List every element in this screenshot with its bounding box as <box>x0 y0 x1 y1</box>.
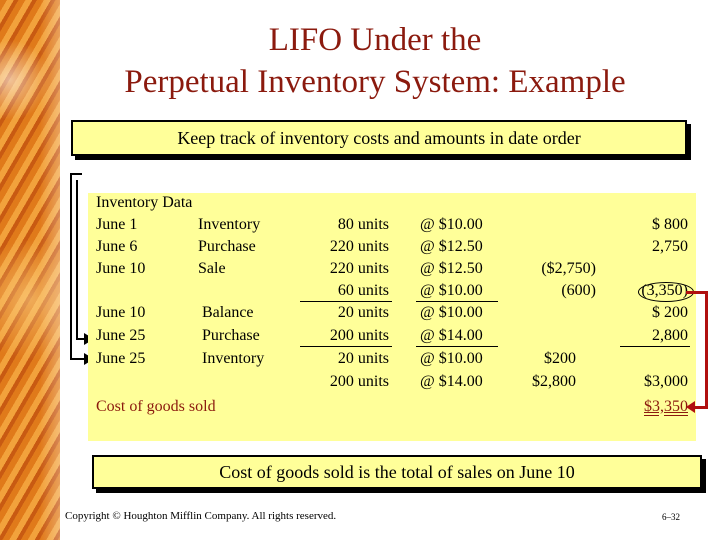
row-units: 20 units <box>337 350 389 367</box>
slide-title-line2: Perpetual Inventory System: Example <box>124 64 626 100</box>
row-price: @ $12.50 <box>420 260 483 277</box>
row-date: June 25 <box>96 350 146 367</box>
inventory-data-panel <box>88 193 696 441</box>
row-desc: Inventory <box>202 350 265 367</box>
row-units: 200 units <box>329 327 389 344</box>
units-divider <box>300 301 392 302</box>
red-bracket-top <box>686 291 708 294</box>
row-desc: Sale <box>198 260 226 277</box>
units-divider <box>300 346 392 347</box>
connector-line-2 <box>76 180 78 340</box>
row-units: 200 units <box>329 373 389 390</box>
row-date: June 1 <box>96 216 138 233</box>
cogs-explanation-callout: Cost of goods sold is the total of sales… <box>92 455 702 489</box>
row-date: June 6 <box>96 238 138 255</box>
connector-line <box>70 173 72 360</box>
row-cost: (600) <box>561 282 596 299</box>
row-desc: Purchase <box>202 327 260 344</box>
slide-title-line1: LIFO Under the <box>268 22 482 58</box>
row-desc: Balance <box>202 304 254 321</box>
connector-line-top <box>70 173 82 175</box>
row-cost: ($2,750) <box>541 260 596 277</box>
row-price: @ $14.00 <box>420 327 483 344</box>
copyright-notice: Copyright © Houghton Mifflin Company. Al… <box>65 510 337 522</box>
row-desc: Inventory <box>198 216 261 233</box>
inventory-header: Inventory Data <box>96 194 193 211</box>
price-divider <box>416 301 498 302</box>
row-units: 220 units <box>329 238 389 255</box>
row-price: @ $10.00 <box>420 216 483 233</box>
row-units: 220 units <box>329 260 389 277</box>
row-price: @ $10.00 <box>420 282 483 299</box>
price-divider <box>416 346 498 347</box>
row-price: @ $12.50 <box>420 238 483 255</box>
row-date: June 10 <box>96 260 146 277</box>
row-total: 2,800 <box>652 327 688 344</box>
row-price: @ $14.00 <box>420 373 483 390</box>
connector-arrow-shaft-2 <box>76 338 86 340</box>
connector-arrow-shaft <box>70 358 86 360</box>
red-bracket-bottom <box>690 406 708 409</box>
row-total: $ 200 <box>652 304 688 321</box>
row-total: $ 800 <box>652 216 688 233</box>
row-cost: $2,800 <box>532 373 576 390</box>
row-units: 80 units <box>337 216 389 233</box>
row-units: 60 units <box>337 282 389 299</box>
total-divider <box>620 346 690 347</box>
row-total: 2,750 <box>652 238 688 255</box>
row-date: June 25 <box>96 327 146 344</box>
row-price: @ $10.00 <box>420 350 483 367</box>
row-desc: Purchase <box>198 238 256 255</box>
row-cost: $200 <box>544 350 576 367</box>
row-total: $3,000 <box>644 373 688 390</box>
red-bracket-side <box>705 291 708 409</box>
cogs-label: Cost of goods sold <box>96 398 216 415</box>
row-units: 20 units <box>337 304 389 321</box>
row-price: @ $10.00 <box>420 304 483 321</box>
page-number: 6–32 <box>662 512 680 522</box>
keep-track-callout: Keep track of inventory costs and amount… <box>71 120 687 156</box>
row-date: June 10 <box>96 304 146 321</box>
red-arrow-icon <box>686 401 695 413</box>
cogs-total: $3,350 <box>644 398 688 415</box>
